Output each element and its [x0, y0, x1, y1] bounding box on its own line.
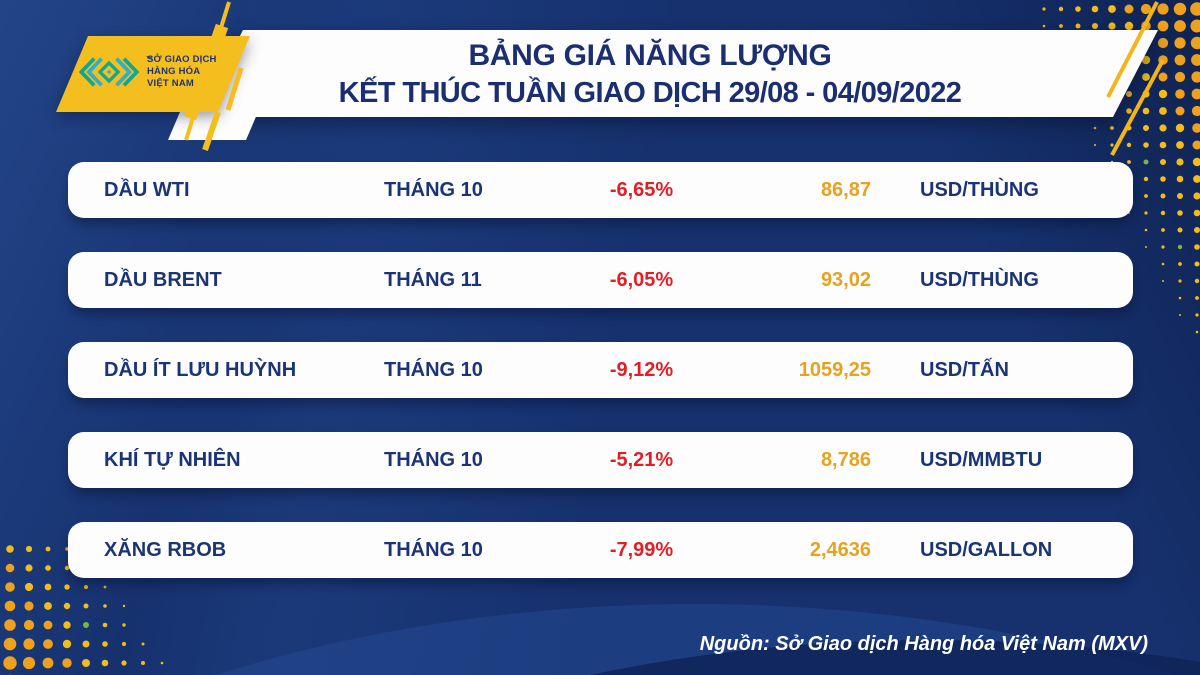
contract-month: THÁNG 11 — [384, 268, 482, 291]
table-row: DẦU WTI THÁNG 10 -6,65% 86,87 USD/THÙNG — [68, 162, 1133, 218]
price-value: 8,786 — [820, 448, 871, 471]
source-credit: Nguồn: Sở Giao dịch Hàng hóa Việt Nam (M… — [699, 633, 1148, 655]
price-unit: USD/MMBTU — [920, 448, 1043, 471]
change-percent: -6,65% — [609, 178, 674, 201]
price-unit: USD/THÙNG — [920, 268, 1039, 291]
mxv-logo: SỞ GIAO DỊCH HÀNG HÓA VIỆT NAM — [76, 52, 217, 92]
price-unit: USD/THÙNG — [920, 178, 1039, 201]
commodity-name: DẦU ÍT LƯU HUỲNH — [104, 358, 297, 381]
logo-org-line1: SỞ GIAO DỊCH — [147, 54, 217, 65]
page-title: BẢNG GIÁ NĂNG LƯỢNG KẾT THÚC TUẦN GIAO D… — [245, 37, 1055, 112]
contract-month: THÁNG 10 — [384, 448, 483, 471]
change-percent: -6,05% — [609, 268, 674, 291]
table-row: DẦU ÍT LƯU HUỲNH THÁNG 10 -9,12% 1059,25… — [68, 342, 1133, 398]
table-row: DẦU BRENT THÁNG 11 -6,05% 93,02 USD/THÙN… — [68, 252, 1133, 308]
price-value: 93,02 — [820, 268, 871, 291]
mxv-logo-icon — [78, 57, 140, 87]
table-row: KHÍ TỰ NHIÊN THÁNG 10 -5,21% 8,786 USD/M… — [68, 432, 1133, 488]
logo-org-line2: HÀNG HÓA — [147, 66, 201, 77]
price-value: 1059,25 — [798, 358, 871, 381]
commodity-name: XĂNG RBOB — [104, 538, 227, 561]
price-value: 86,87 — [820, 178, 871, 201]
price-unit: USD/GALLON — [920, 538, 1053, 561]
logo-org-name: SỞ GIAO DỊCH HÀNG HÓA VIỆT NAM — [147, 54, 217, 90]
contract-month: THÁNG 10 — [384, 358, 483, 381]
change-percent: -5,21% — [609, 448, 674, 471]
commodity-name: KHÍ TỰ NHIÊN — [104, 448, 241, 471]
logo-org-line3: VIỆT NAM — [147, 78, 194, 89]
title-line1: BẢNG GIÁ NĂNG LƯỢNG — [468, 39, 832, 72]
change-percent: -9,12% — [609, 358, 674, 381]
price-unit: USD/TẤN — [920, 358, 1009, 381]
contract-month: THÁNG 10 — [384, 178, 483, 201]
price-value: 2,4636 — [809, 538, 871, 561]
title-line2: KẾT THÚC TUẦN GIAO DỊCH 29/08 - 04/09/20… — [338, 77, 962, 109]
change-percent: -7,99% — [609, 538, 674, 561]
commodity-name: DẦU BRENT — [104, 268, 222, 291]
table-row: XĂNG RBOB THÁNG 10 -7,99% 2,4636 USD/GAL… — [68, 522, 1133, 578]
trademark-symbol: ™ — [146, 56, 153, 63]
contract-month: THÁNG 10 — [384, 538, 483, 561]
commodity-name: DẦU WTI — [104, 178, 190, 201]
